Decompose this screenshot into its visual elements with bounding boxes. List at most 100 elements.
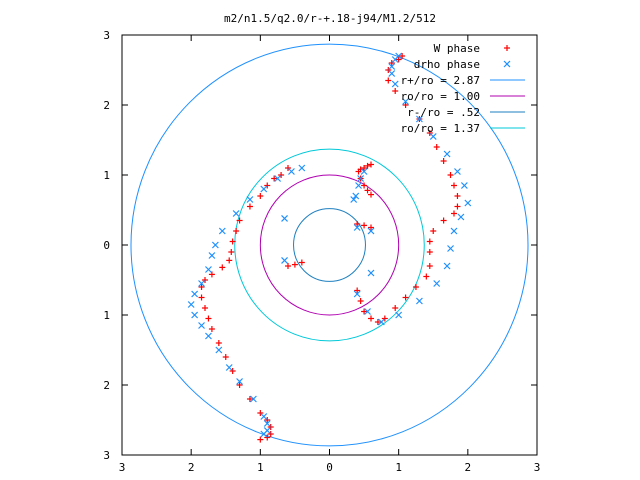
data-point	[198, 280, 205, 287]
data-point-stroke	[395, 311, 403, 319]
data-point	[433, 280, 441, 287]
data-point	[447, 172, 454, 178]
data-point-stroke	[198, 280, 205, 287]
data-point	[426, 130, 433, 136]
legend: W phase drho phase r+/ro = 2.87 ro/ro = 1.0…	[401, 42, 525, 135]
data-point-stroke	[447, 245, 454, 252]
data-point	[360, 168, 368, 175]
y-tick-label: 2	[103, 99, 110, 112]
radius-circle	[234, 148, 425, 342]
data-point-stroke	[281, 256, 288, 264]
data-point	[264, 434, 271, 441]
data-point-stroke	[260, 430, 268, 438]
data-point-stroke	[350, 196, 358, 203]
data-point	[368, 224, 374, 231]
data-point-stroke	[288, 168, 295, 175]
data-point	[249, 395, 257, 403]
data-point	[208, 271, 215, 278]
x-tick-label: 1	[395, 461, 402, 474]
radius-circle	[130, 43, 529, 447]
data-point	[350, 196, 358, 203]
axis-ticks	[121, 34, 538, 456]
data-point-stroke	[443, 150, 451, 158]
data-point-stroke	[357, 175, 365, 182]
data-point	[191, 290, 199, 298]
legend-label: drho phase	[414, 58, 480, 71]
data-point	[368, 161, 374, 168]
data-point-stroke	[450, 227, 458, 235]
data-point	[464, 199, 472, 207]
data-point	[368, 191, 374, 198]
data-point	[388, 70, 396, 77]
data-point	[215, 346, 223, 354]
x-tick-label: 3	[534, 461, 541, 474]
chart-title: m2/n1.5/q2.0/r-+.18-j94/M1.2/512	[224, 12, 436, 25]
data-point	[353, 224, 361, 231]
data-point-stroke	[281, 214, 288, 222]
data-point	[364, 308, 371, 315]
data-point	[208, 326, 215, 332]
data-point-stroke	[415, 297, 423, 305]
data-point-stroke	[377, 318, 385, 326]
data-point	[264, 417, 271, 423]
data-point	[232, 210, 240, 217]
data-point-stroke	[246, 196, 254, 203]
data-point	[361, 308, 368, 315]
y-tick-label: 1	[103, 309, 110, 322]
data-point	[415, 297, 423, 305]
data-point	[226, 257, 233, 264]
data-point-stroke	[391, 80, 399, 88]
phase-points	[187, 52, 472, 443]
data-point	[454, 168, 461, 175]
data-point-stroke	[191, 311, 199, 319]
x-tick-label: 0	[326, 461, 333, 474]
data-point	[205, 332, 212, 340]
data-point-stroke	[367, 227, 375, 235]
data-point	[426, 238, 433, 245]
data-point	[440, 217, 447, 224]
data-point-stroke	[218, 227, 226, 235]
data-point-stroke	[249, 395, 257, 403]
data-point	[222, 354, 229, 360]
data-point-stroke	[388, 63, 396, 70]
data-point	[281, 256, 288, 264]
x-tick-label: 3	[119, 461, 126, 474]
data-point	[187, 301, 195, 308]
data-point	[426, 249, 433, 255]
data-point	[246, 396, 253, 402]
data-point	[198, 284, 205, 290]
data-point	[385, 77, 392, 84]
data-point	[392, 88, 399, 94]
legend-label: r-/ro = .52	[407, 106, 480, 119]
data-point	[236, 382, 243, 388]
y-tick-label: 1	[103, 169, 110, 182]
data-point	[205, 266, 212, 273]
data-point	[429, 133, 437, 140]
data-point	[267, 431, 274, 437]
data-point	[451, 182, 457, 189]
data-point-stroke	[429, 133, 437, 140]
data-point	[215, 340, 222, 346]
data-point	[257, 436, 264, 443]
data-point	[457, 213, 465, 221]
data-point-stroke	[205, 266, 212, 273]
data-point	[402, 294, 409, 301]
radius-circle	[259, 174, 400, 316]
legend-label: ro/ro = 1.37	[401, 122, 480, 135]
data-point	[381, 315, 388, 322]
data-point	[385, 67, 392, 73]
data-point-stroke	[454, 168, 461, 175]
data-point-stroke	[215, 346, 223, 354]
data-point-stroke	[415, 115, 423, 123]
data-point-stroke	[367, 269, 375, 277]
data-point	[205, 315, 212, 322]
data-point	[412, 284, 419, 290]
data-point	[388, 60, 395, 66]
data-point	[233, 228, 240, 234]
data-point	[433, 144, 440, 150]
data-point-stroke	[443, 262, 451, 270]
y-tick-label: 3	[103, 29, 110, 42]
data-point-stroke	[395, 52, 403, 60]
data-point-stroke	[352, 192, 360, 200]
